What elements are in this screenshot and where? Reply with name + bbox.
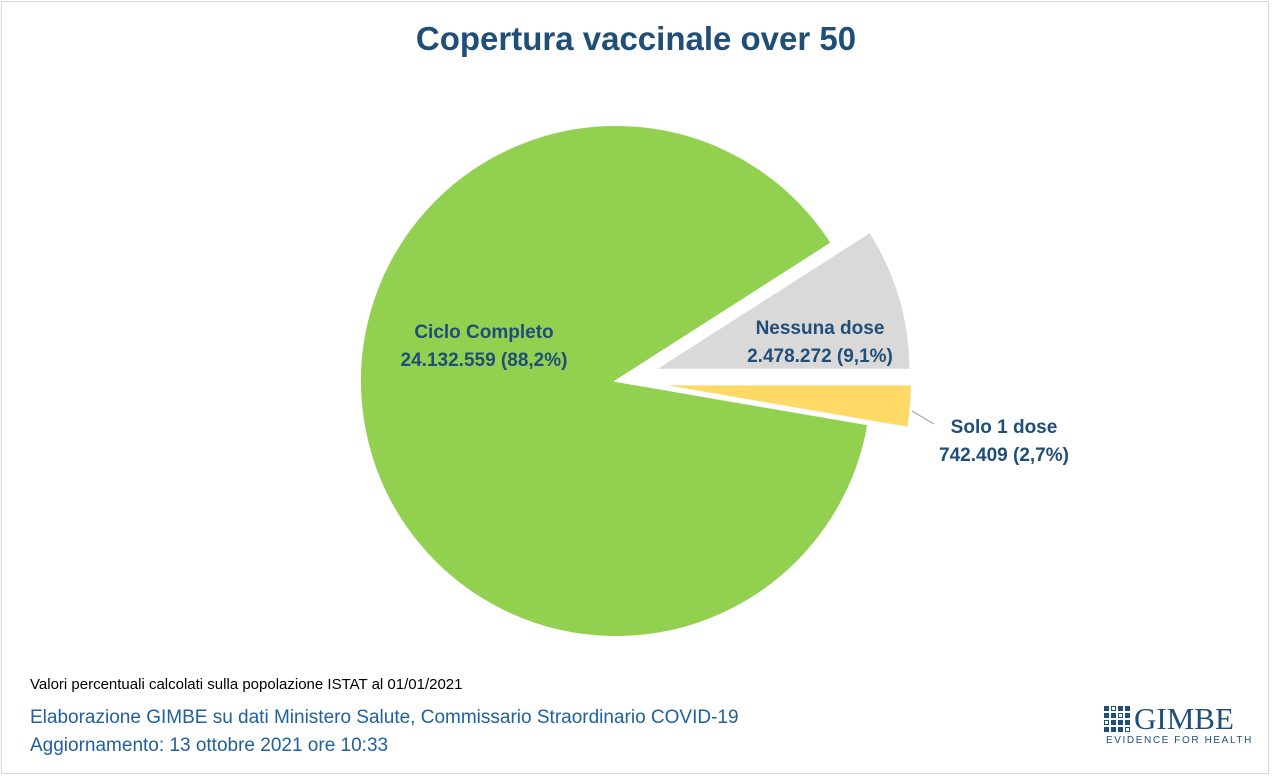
leader-line-solo-1-dose: [911, 410, 935, 425]
gimbe-logo: GIMBE EVIDENCE FOR HEALTH: [1104, 701, 1251, 747]
pie-slice-solo-1-dose: [655, 383, 913, 430]
data-label-ciclo-completo: Ciclo Completo 24.132.559 (88,2%): [401, 322, 568, 371]
data-label-nessuna-dose: Nessuna dose 2.478.272 (9,1%): [747, 318, 893, 367]
pie-slice-nessuna-dose: [650, 230, 912, 371]
data-label-solo-1-dose: Solo 1 dose 742.409 (2,7%): [939, 417, 1069, 466]
footnote: Valori percentuali calcolati sulla popol…: [30, 676, 463, 693]
chart-title: Copertura vaccinale over 50: [415, 20, 857, 57]
pie-slice-ciclo-completo: [359, 124, 870, 638]
logo-tagline: EVIDENCE FOR HEALTH: [1106, 735, 1253, 746]
logo-name: GIMBE: [1134, 701, 1234, 736]
gimbe-grid-icon: [1104, 706, 1130, 732]
update-text: Aggiornamento: 13 ottobre 2021 ore 10:33: [30, 735, 389, 756]
source-text: Elaborazione GIMBE su dati Ministero Sal…: [30, 707, 739, 728]
